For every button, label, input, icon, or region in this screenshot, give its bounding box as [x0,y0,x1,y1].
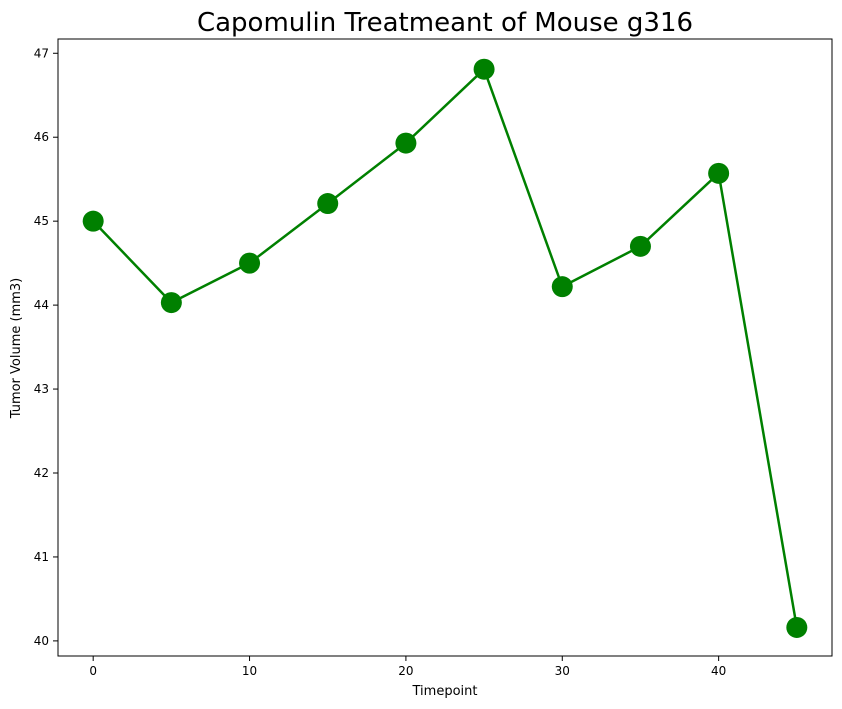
y-tick-label: 46 [34,130,49,144]
series-layer [82,58,808,638]
data-point-marker [317,193,339,215]
x-tick-label: 10 [242,664,257,678]
x-tick-label: 20 [398,664,413,678]
y-tick-label: 40 [34,634,49,648]
chart-title: Capomulin Treatmeant of Mouse g316 [197,8,693,38]
data-point-marker [629,235,651,257]
x-tick-label: 40 [711,664,726,678]
data-point-marker [82,210,104,232]
data-point-marker [473,58,495,80]
y-tick-label: 43 [34,382,49,396]
y-tick-label: 42 [34,466,49,480]
data-point-marker [160,292,182,314]
y-axis-label: Tumor Volume (mm3) [9,278,24,420]
x-tick-label: 30 [555,664,570,678]
y-tick-label: 44 [34,298,49,312]
series-line [92,67,799,628]
x-tick-label: 0 [89,664,97,678]
data-point-marker [708,162,730,184]
data-point-marker [786,616,808,638]
y-tick-label: 47 [34,46,49,60]
plot-area-frame [57,38,833,657]
y-tick-label: 45 [34,214,49,228]
x-axis-label: Timepoint [412,684,478,699]
axis-ticks: 0 10 20 30 40 40 41 42 43 44 45 46 47 [34,46,727,678]
data-point-marker [239,252,261,274]
y-tick-label: 41 [34,550,49,564]
data-point-marker [551,276,573,298]
data-point-marker [395,132,417,154]
